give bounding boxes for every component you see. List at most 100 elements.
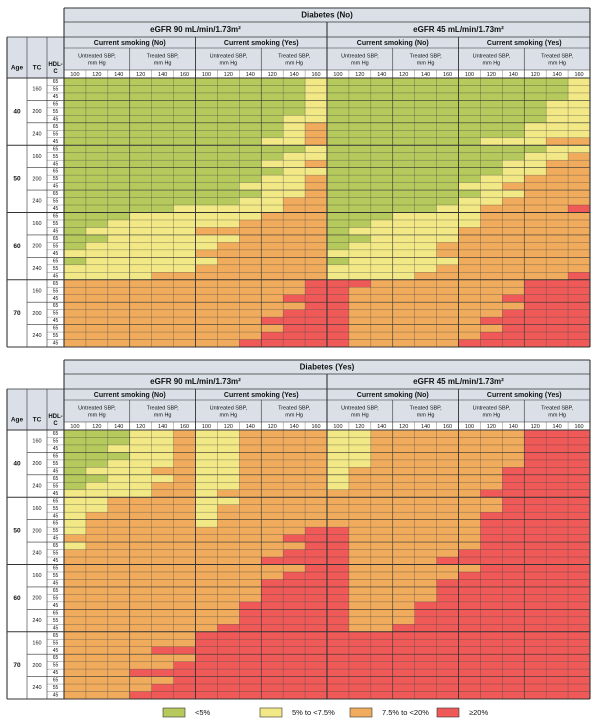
panel-1-hdl-label: 65 <box>53 146 59 152</box>
panel-2-cell-r29-c20 <box>480 639 503 647</box>
panel-2-cell-r6-c9 <box>239 467 262 475</box>
panel-1-cell-r20-c5 <box>151 219 174 228</box>
panel-2-cell-r22-c17 <box>414 586 437 595</box>
panel-1-cell-r28-c21 <box>502 279 525 288</box>
panel-2-hdl-label: 45 <box>53 446 59 452</box>
panel-2-cell-r22-c15 <box>370 586 393 595</box>
panel-2-cell-r7-c4 <box>129 474 152 483</box>
panel-2-cell-r4-c2 <box>85 452 108 460</box>
panel-2-cell-r25-c13 <box>327 609 349 617</box>
panel-2-cell-r11-c10 <box>261 504 284 513</box>
panel-2-cell-r35-c8 <box>217 684 240 692</box>
panel-2-cell-r29-c15 <box>370 639 393 647</box>
panel-2-cell-r3-c8 <box>217 444 240 453</box>
panel-1-cell-r25-c12 <box>305 257 328 265</box>
panel-2-cell-r24-c13 <box>327 601 349 610</box>
panel-2-cell-r11-c13 <box>327 504 349 513</box>
panel-1-cell-r1-c9 <box>239 78 262 86</box>
panel-2-cell-r7-c9 <box>239 474 262 483</box>
panel-1-cell-r26-c21 <box>502 264 525 273</box>
panel-1-cell-r35-c2 <box>85 332 108 340</box>
panel-1-cell-r3-c5 <box>151 92 174 101</box>
panel-1-cell-r27-c6 <box>173 272 196 280</box>
panel-2-cell-r35-c24 <box>568 684 591 692</box>
panel-1-hdl-label: 55 <box>53 221 59 227</box>
panel-2-cell-r33-c23 <box>546 669 569 677</box>
panel-2-cell-r14-c15 <box>370 527 393 535</box>
panel-1-hdl-label: 55 <box>53 311 59 317</box>
panel-1-cell-r25-c11 <box>283 257 306 265</box>
panel-1-cell-r27-c10 <box>261 272 284 280</box>
panel-2-hdl-label: 65 <box>53 431 59 437</box>
panel-2-cell-r8-c19 <box>458 482 481 490</box>
panel-2-cell-r24-c18 <box>436 601 459 610</box>
panel-2-cell-r17-c1 <box>64 549 86 558</box>
panel-2-cell-r34-c24 <box>568 676 591 685</box>
panel-1-cell-r4-c1 <box>64 100 86 108</box>
panel-2-cell-r25-c10 <box>261 609 284 617</box>
panel-1-cell-r7-c17 <box>414 122 437 131</box>
panel-1-hdl-label: 55 <box>53 266 59 272</box>
panel-2-cell-r1-c21 <box>502 430 525 438</box>
panel-1-tc-label: 160 <box>32 221 41 227</box>
panel-1-sbp-value: 140 <box>421 72 430 78</box>
panel-1-cell-r18-c20 <box>480 205 503 213</box>
panel-1-cell-r35-c15 <box>370 332 393 340</box>
panel-1-cell-r14-c16 <box>392 175 415 183</box>
panel-2-cell-r14-c3 <box>107 527 130 535</box>
panel-1-cell-r19-c3 <box>107 212 130 221</box>
panel-2-sbp-value: 120 <box>355 424 364 430</box>
panel-1-cell-r4-c17 <box>414 100 437 108</box>
panel-1-cell-r15-c3 <box>107 182 130 191</box>
panel-2-tc-label: 160 <box>32 439 41 445</box>
panel-2-cell-r9-c13 <box>327 489 349 498</box>
panel-2-cell-r29-c1 <box>64 639 86 647</box>
panel-2-cell-r27-c1 <box>64 624 86 632</box>
panel-2-cell-r11-c24 <box>568 504 591 513</box>
panel-1-cell-r13-c19 <box>458 167 481 176</box>
panel-2-cell-r23-c13 <box>327 594 349 602</box>
panel-2-cell-r12-c23 <box>546 512 569 520</box>
panel-1-cell-r24-c18 <box>436 249 459 258</box>
panel-2-cell-r6-c21 <box>502 467 525 475</box>
panel-1-cell-r26-c16 <box>392 264 415 273</box>
panel-2-cell-r32-c10 <box>261 661 284 670</box>
panel-1-cell-r16-c17 <box>414 190 437 198</box>
panel-1-cell-r26-c13 <box>327 264 349 273</box>
panel-2-cell-r13-c18 <box>436 519 459 528</box>
panel-2-cell-r30-c11 <box>283 646 306 655</box>
panel-1-cell-r10-c13 <box>327 145 349 153</box>
panel-2-sbp-value: 100 <box>465 424 474 430</box>
panel-2-cell-r21-c3 <box>107 579 130 587</box>
panel-2-cell-r11-c11 <box>283 504 306 513</box>
panel-1-cell-r33-c5 <box>151 317 174 325</box>
panel-2-cell-r13-c20 <box>480 519 503 528</box>
panel-2-hdl-label: 55 <box>53 663 59 669</box>
panel-2-cell-r12-c24 <box>568 512 591 520</box>
panel-2-cell-r34-c10 <box>261 676 284 685</box>
panel-1-cell-r21-c13 <box>327 227 349 235</box>
panel-2-cell-r19-c2 <box>85 564 108 573</box>
panel-1-cell-r19-c21 <box>502 212 525 221</box>
panel-1-cell-r13-c15 <box>370 167 393 176</box>
panel-1-cell-r18-c5 <box>151 205 174 213</box>
panel-2-hdl-label: 55 <box>53 439 59 445</box>
panel-2-cell-r11-c15 <box>370 504 393 513</box>
panel-1-cell-r13-c2 <box>85 167 108 176</box>
panel-1-sbp-value: 140 <box>377 72 386 78</box>
panel-1-cell-r1-c13 <box>327 78 349 86</box>
panel-1-cell-r23-c13 <box>327 242 349 250</box>
panel-1-cell-r17-c1 <box>64 197 86 206</box>
panel-1-cell-r9-c14 <box>348 137 371 146</box>
panel-1-cell-r26-c7 <box>195 264 218 273</box>
panel-1-sbp-label-1-2-1-group: Untreated SBP,mm Hg <box>210 53 248 66</box>
panel-1-cell-r9-c13 <box>327 137 349 146</box>
legend-swatch-2 <box>259 707 283 718</box>
panel-1-cell-r22-c2 <box>85 234 108 243</box>
panel-1-cell-r33-c10 <box>261 317 284 325</box>
panel-1-cell-r8-c15 <box>370 130 393 138</box>
panel-2-cell-r30-c10 <box>261 646 284 655</box>
panel-2-cell-r17-c7 <box>195 549 218 558</box>
panel-2-cell-r10-c15 <box>370 497 393 505</box>
panel-1-cell-r20-c7 <box>195 219 218 228</box>
